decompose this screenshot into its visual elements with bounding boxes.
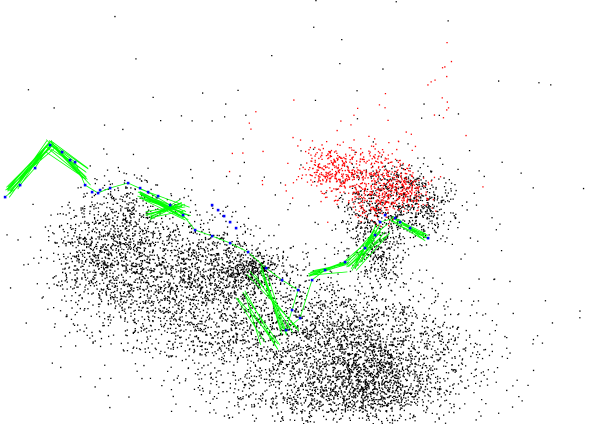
graph-edge <box>148 206 186 215</box>
keyframe <box>393 216 397 220</box>
keyframe <box>193 228 197 232</box>
keyframe <box>83 183 87 187</box>
keyframe <box>222 214 226 218</box>
graph-edge <box>50 140 89 169</box>
keyframe <box>246 250 250 254</box>
keyframe <box>408 226 412 230</box>
keyframe <box>378 220 382 224</box>
graph-edge <box>45 151 85 179</box>
keyframe <box>426 236 430 240</box>
keyframes <box>3 143 430 332</box>
graph-edge <box>145 205 183 215</box>
keyframe <box>48 143 52 147</box>
keyframe <box>73 160 77 164</box>
keyframe <box>298 316 302 320</box>
map-points-points <box>6 0 585 424</box>
graph-edge <box>308 264 346 276</box>
keyframe <box>234 226 238 230</box>
keyframe <box>264 266 268 270</box>
keyframe <box>290 308 294 312</box>
graph-edge <box>229 242 249 253</box>
graph-edge <box>299 279 313 319</box>
keyframe <box>373 233 377 237</box>
graph-edge <box>10 145 53 192</box>
graph-edge <box>7 141 51 190</box>
keyframe <box>90 190 94 194</box>
keyframe <box>216 208 220 212</box>
graph-edge <box>348 236 382 268</box>
keyframe <box>323 268 327 272</box>
graph-edge <box>61 151 76 163</box>
graph-edge <box>109 182 129 189</box>
keyframe <box>210 234 214 238</box>
keyframe <box>168 203 172 207</box>
graph-edge <box>139 193 180 217</box>
keyframe <box>398 220 402 224</box>
keyframe <box>146 190 150 194</box>
graph-edge <box>390 220 426 241</box>
graph-edge <box>247 251 267 269</box>
graph-edge <box>244 290 279 350</box>
keyframe <box>126 181 130 185</box>
keyframe <box>310 278 314 282</box>
graph-edge <box>144 194 187 213</box>
keyframe <box>181 213 185 217</box>
graph-edge <box>142 197 191 217</box>
keyframe <box>228 241 232 245</box>
graph-edge <box>7 142 55 191</box>
keyframe <box>284 328 288 332</box>
keyframe <box>60 150 64 154</box>
graph-edge <box>149 210 186 219</box>
graph-edge <box>194 229 213 237</box>
graph-edge <box>147 191 171 206</box>
keyframe <box>18 183 22 187</box>
graph-edge <box>46 139 84 179</box>
keyframe <box>108 186 112 190</box>
keyframe <box>343 260 347 264</box>
graph-edge <box>281 279 299 291</box>
keyframe <box>33 166 37 170</box>
graph-edge <box>9 140 48 194</box>
keyframe <box>210 203 214 207</box>
local-points-points <box>228 42 484 228</box>
keyframe <box>138 186 142 190</box>
graph-edge <box>236 297 279 345</box>
graph-edge <box>97 187 111 194</box>
graph-edge <box>242 291 281 346</box>
graph-edge <box>361 224 377 263</box>
graph-edge <box>392 215 422 238</box>
graph-edge <box>235 297 266 343</box>
graph-edge <box>339 223 388 267</box>
keyframe <box>68 158 72 162</box>
keyframe <box>98 188 102 192</box>
graph-edge <box>8 145 48 198</box>
keyframe <box>280 278 284 282</box>
graph-edge <box>211 235 231 244</box>
keyframe <box>363 246 367 250</box>
graph-edge <box>145 205 183 212</box>
keyframe <box>156 194 160 198</box>
keyframe <box>3 195 7 199</box>
keyframe <box>383 213 387 217</box>
graph-edge <box>84 184 99 194</box>
map-points <box>6 0 585 424</box>
keyframe <box>228 220 232 224</box>
graph-edge <box>4 184 21 198</box>
graph-edge <box>265 267 283 281</box>
graph-edge <box>291 289 299 311</box>
graph-edge <box>254 274 294 333</box>
keyframe <box>96 191 100 195</box>
graph-edge <box>52 143 89 170</box>
graph-edge <box>245 294 262 346</box>
graph-edge <box>50 148 86 172</box>
local-map-points <box>228 42 484 228</box>
keyframe <box>296 288 300 292</box>
graph-edge <box>355 232 391 271</box>
graph-edge <box>152 199 180 217</box>
graph-edge <box>248 270 300 332</box>
graph-edge <box>308 262 349 275</box>
graph-edge <box>285 309 293 331</box>
